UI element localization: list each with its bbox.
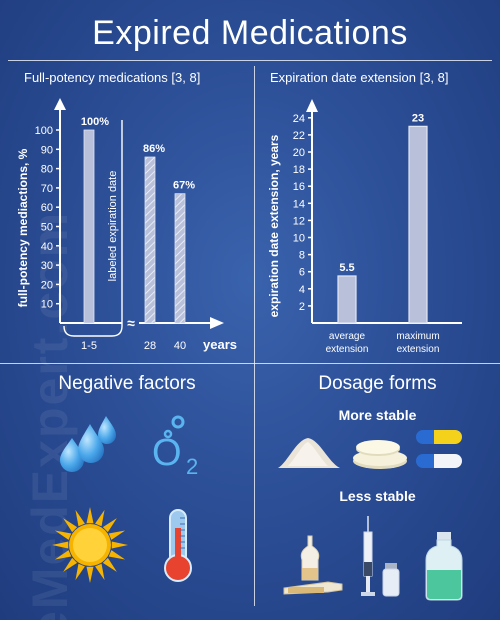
- right-y-tick-label: 12: [293, 215, 305, 227]
- sun-ray: [95, 563, 105, 581]
- left-bar: [83, 129, 95, 324]
- right-y-tick-label: 2: [299, 301, 305, 313]
- left-y-tick-label: 10: [41, 299, 53, 311]
- less-stable-label: Less stable: [339, 488, 416, 504]
- powder-icon: [278, 438, 340, 468]
- sun-ray: [86, 566, 94, 583]
- page-title: Expired Medications: [92, 14, 408, 52]
- right-bar: [408, 125, 428, 324]
- sun-icon: [52, 507, 128, 583]
- left-y-tick-label: 60: [41, 202, 53, 214]
- left-bar: [174, 193, 186, 324]
- right-ylabel: expiration date extension, years: [267, 134, 281, 317]
- right-category-label: extension: [326, 344, 369, 355]
- left-bar-label: 86%: [143, 143, 165, 155]
- right-y-tick-label: 16: [293, 181, 305, 193]
- left-bar-label: 100%: [81, 116, 109, 128]
- sun-ray: [54, 530, 72, 540]
- right-category-label: average: [329, 331, 366, 342]
- syringe-icon: [361, 516, 375, 596]
- sun-ray: [63, 518, 78, 533]
- left-y-tick-label: 90: [41, 144, 53, 156]
- oxygen-symbol: O: [152, 432, 182, 474]
- right-y-tick-label: 14: [293, 198, 305, 210]
- right-category-label: maximum: [396, 331, 439, 342]
- sun-ray: [102, 557, 117, 572]
- axis-break-symbol: ≈: [127, 315, 135, 331]
- sun-ray: [54, 550, 72, 560]
- middle-divider: [0, 363, 500, 364]
- right-category-label: extension: [397, 344, 440, 355]
- sun-ray: [63, 557, 78, 572]
- sun-ray: [108, 530, 126, 540]
- vial-icon: [382, 563, 400, 597]
- left-bar-label: 67%: [173, 180, 195, 192]
- right-chart: expiration date extension, years 2468101…: [267, 99, 462, 355]
- left-y-tick-label: 100: [35, 125, 53, 137]
- left-chart: full-potency mediactions, % 10 20 30 40 50 60…: [16, 98, 237, 352]
- center-divider: [254, 66, 255, 606]
- left-chart-title: Full-potency medications [3, 8]: [24, 70, 201, 85]
- dosage-forms-title: Dosage forms: [318, 373, 437, 394]
- right-bar-label: 23: [412, 112, 424, 124]
- right-y-tick-label: 18: [293, 164, 305, 176]
- sun-ray: [75, 509, 85, 527]
- left-x-tick-label: 1-5: [81, 340, 97, 352]
- sun-ray: [95, 509, 105, 527]
- right-y-tick-label: 8: [299, 250, 305, 262]
- right-y-tick-label: 10: [293, 233, 305, 245]
- oxygen-icon: O 2: [148, 414, 218, 479]
- negative-factors-title: Negative factors: [58, 373, 196, 394]
- water-drops-icon: [60, 416, 116, 472]
- expiration-bracket: [63, 120, 123, 337]
- ampoule-icon: [283, 535, 343, 595]
- right-y-arrow: [306, 99, 318, 112]
- left-ylabel: full-potency mediactions, %: [16, 148, 30, 307]
- left-y-tick-label: 40: [41, 241, 53, 253]
- left-y-tick-label: 30: [41, 260, 53, 272]
- sun-ray: [52, 541, 69, 549]
- right-bar-label: 5.5: [339, 262, 354, 274]
- title-divider: [8, 60, 492, 61]
- left-y-tick-label: 50: [41, 222, 53, 234]
- left-xlabel: years: [203, 337, 237, 352]
- more-stable-label: More stable: [338, 407, 417, 423]
- capsule-icon: [416, 430, 462, 468]
- left-bar: [144, 156, 156, 324]
- left-x-tick-label: 40: [174, 340, 186, 352]
- left-y-tick-label: 70: [41, 183, 53, 195]
- sun-ray: [111, 541, 128, 549]
- sun-ray: [86, 507, 94, 524]
- sun-ray: [108, 550, 126, 560]
- right-y-tick-label: 22: [293, 130, 305, 142]
- right-chart-title: Expiration date extension [3, 8]: [270, 70, 449, 85]
- right-y-tick-label: 4: [299, 284, 305, 296]
- right-y-tick-label: 20: [293, 147, 305, 159]
- left-x-tick-label: 28: [144, 340, 156, 352]
- right-bar: [337, 275, 357, 324]
- right-y-tick-label: 24: [293, 113, 305, 125]
- right-y-tick-label: 6: [299, 267, 305, 279]
- left-x-arrow: [210, 317, 224, 329]
- oxygen-subscript: 2: [186, 454, 199, 479]
- left-y-tick-label: 20: [41, 279, 53, 291]
- bottle-icon: [425, 532, 463, 601]
- thermometer-icon: [164, 509, 192, 582]
- left-y-arrow: [54, 98, 66, 110]
- sun-ray: [75, 563, 85, 581]
- sun-ray: [102, 518, 117, 533]
- left-y-tick-label: 80: [41, 164, 53, 176]
- tablets-icon: [353, 440, 407, 469]
- expiration-annotation: labeled expiration date: [107, 171, 119, 282]
